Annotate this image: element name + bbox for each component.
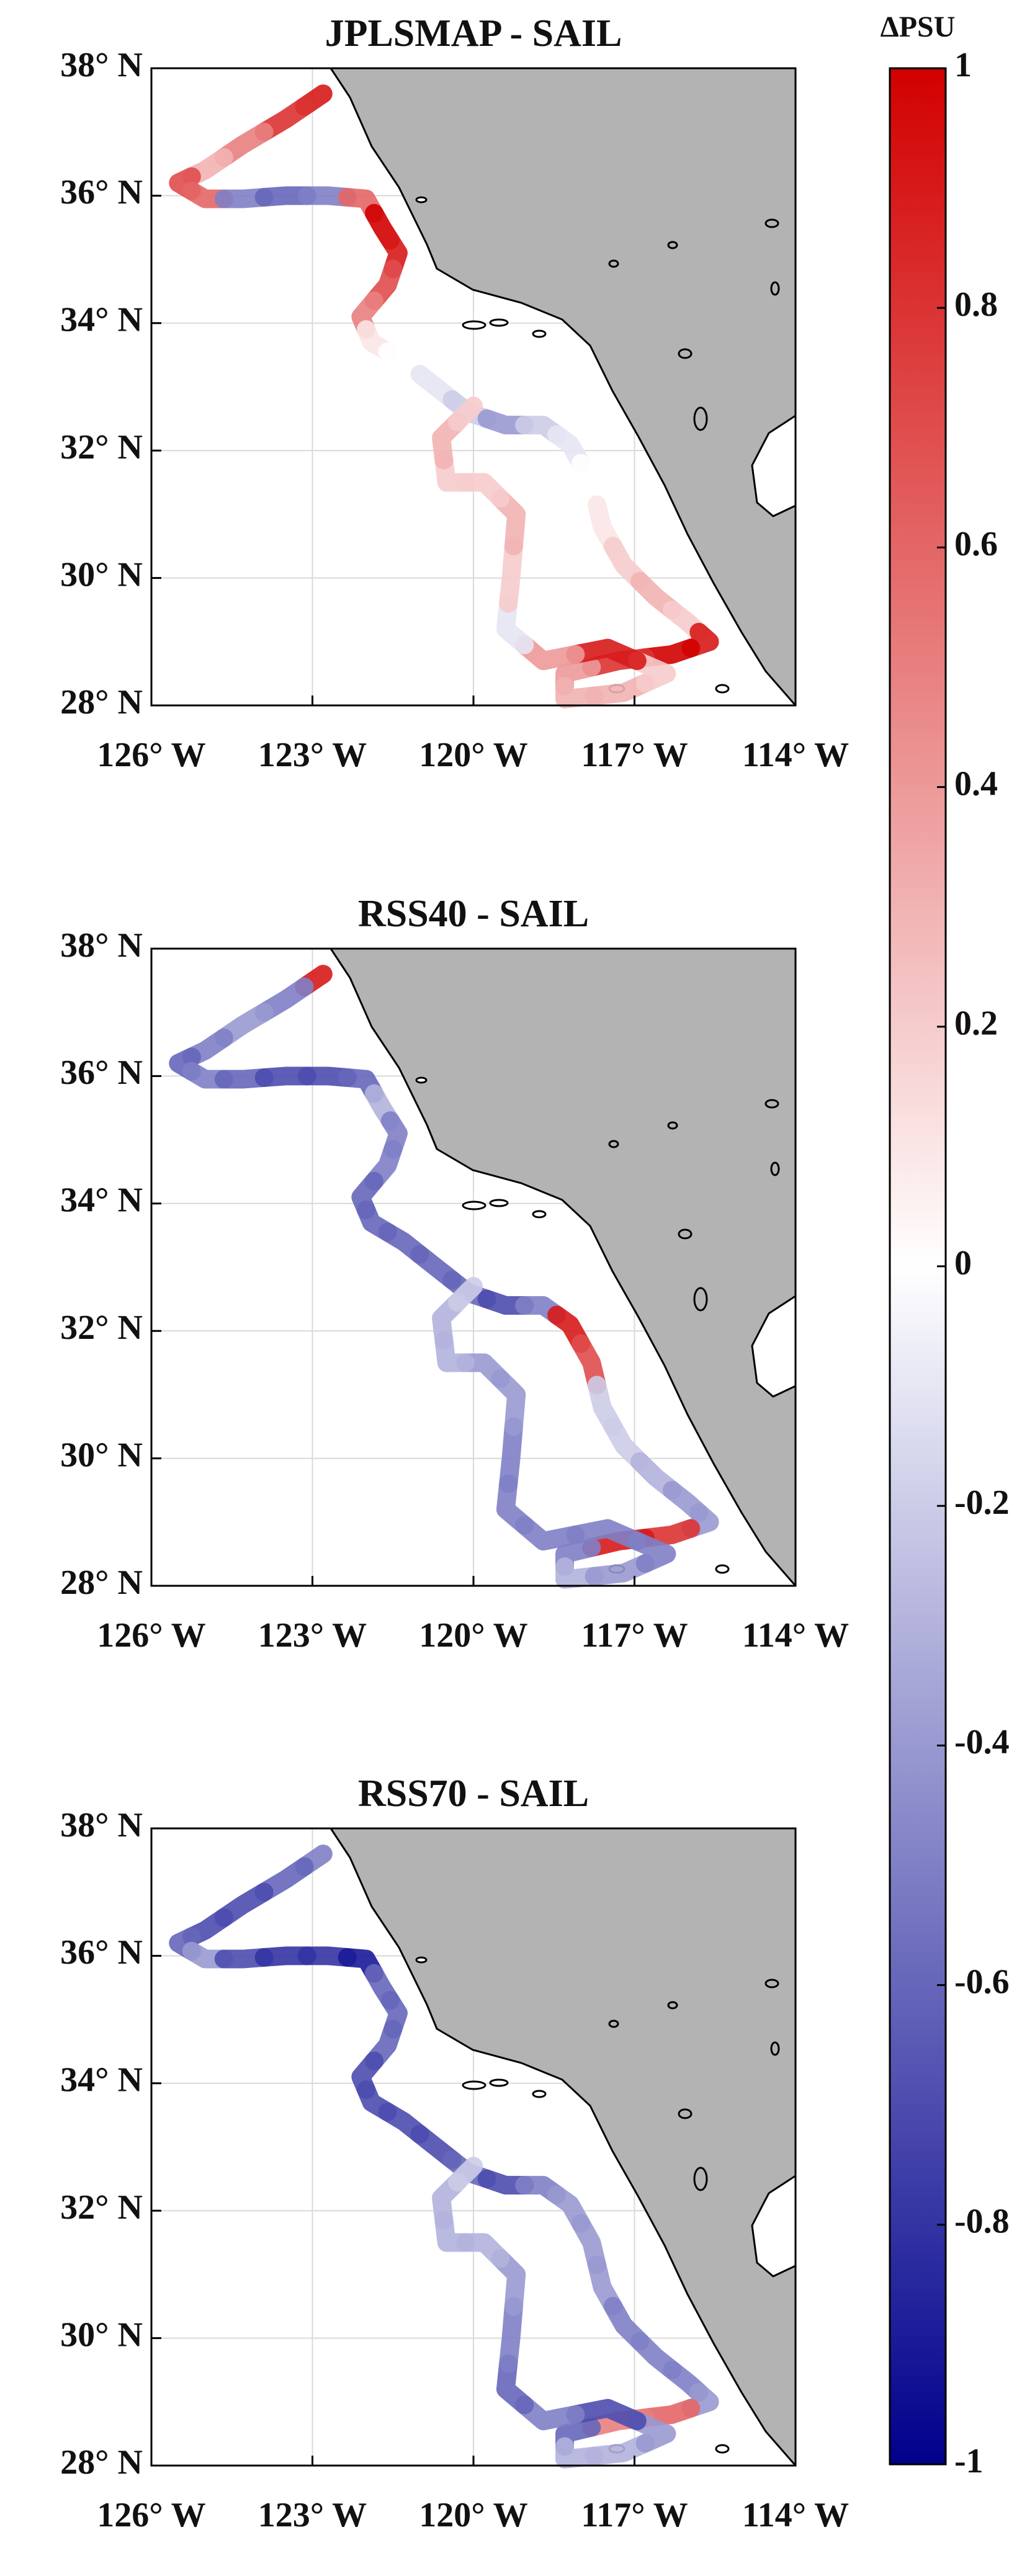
track-point [499,1417,523,1493]
x-tick-label: 123° W [258,736,367,774]
x-tick-label: 114° W [742,736,849,774]
track-point [555,2437,604,2469]
y-tick-label: 30° N [60,555,143,594]
y-tick-label: 38° N [60,1806,143,1845]
y-tick-label: 34° N [60,301,143,339]
colorbar-tick-label: 0.2 [954,1004,998,1043]
x-tick-label: 123° W [258,2496,367,2534]
track-point [448,396,483,431]
colorbar-tick-label: -0.6 [954,1962,1010,2001]
colorbar-tick-label: -1 [954,2442,984,2480]
y-tick-label: 32° N [60,428,143,467]
x-tick-label: 114° W [742,2496,849,2534]
panel-title: RSS70 - SAIL [358,1773,589,1815]
y-tick-label: 32° N [60,2188,143,2227]
y-tick-label: 36° N [60,173,143,212]
track-point [566,1519,647,1551]
x-tick-label: 117° W [581,1616,688,1655]
track-point [627,651,676,693]
y-tick-label: 28° N [60,1563,143,1602]
y-tick-label: 28° N [60,2443,143,2482]
y-tick-label: 38° N [60,46,143,84]
colorbar-tick-label: 1 [954,46,972,84]
track-point [555,1557,604,1589]
colorbar-tick-label: -0.8 [954,2203,1010,2241]
y-tick-label: 30° N [60,2315,143,2354]
track-point [499,537,523,613]
track-point [566,2399,647,2431]
y-tick-label: 34° N [60,2061,143,2100]
x-tick-label: 114° W [742,1616,849,1655]
y-tick-label: 38° N [60,926,143,965]
colorbar-tick-label: 0.6 [954,525,998,563]
y-tick-label: 34° N [60,1181,143,1220]
x-tick-label: 120° W [419,2496,527,2534]
x-tick-label: 126° W [97,1616,205,1655]
track-point [627,2412,676,2453]
x-tick-label: 120° W [419,1616,527,1655]
colorbar-title: ΔPSU [881,11,956,43]
x-tick-label: 117° W [581,736,688,774]
x-tick-label: 126° W [97,2496,205,2534]
x-tick-label: 126° W [97,736,205,774]
x-tick-label: 120° W [419,736,527,774]
y-tick-label: 32° N [60,1308,143,1347]
colorbar-tick-label: 0.8 [954,285,998,324]
track-point [627,1532,676,1573]
colorbar-tick-label: 0 [954,1244,972,1282]
track-point [499,2297,523,2373]
track-point [448,2157,483,2191]
y-tick-label: 36° N [60,1053,143,1092]
colorbar-tick-label: -0.2 [954,1483,1010,1522]
colorbar-tick-label: -0.4 [954,1723,1010,1761]
y-tick-label: 30° N [60,1436,143,1474]
panel-title: JPLSMAP - SAIL [325,12,622,55]
track-point [566,638,647,671]
track-point [555,677,604,709]
y-tick-label: 36° N [60,1933,143,1972]
colorbar-tick-label: 0.4 [954,764,998,803]
panel-title: RSS40 - SAIL [358,893,589,935]
x-tick-label: 123° W [258,1616,367,1655]
x-tick-label: 117° W [581,2496,688,2534]
track-point [448,1277,483,1312]
y-tick-label: 28° N [60,683,143,722]
